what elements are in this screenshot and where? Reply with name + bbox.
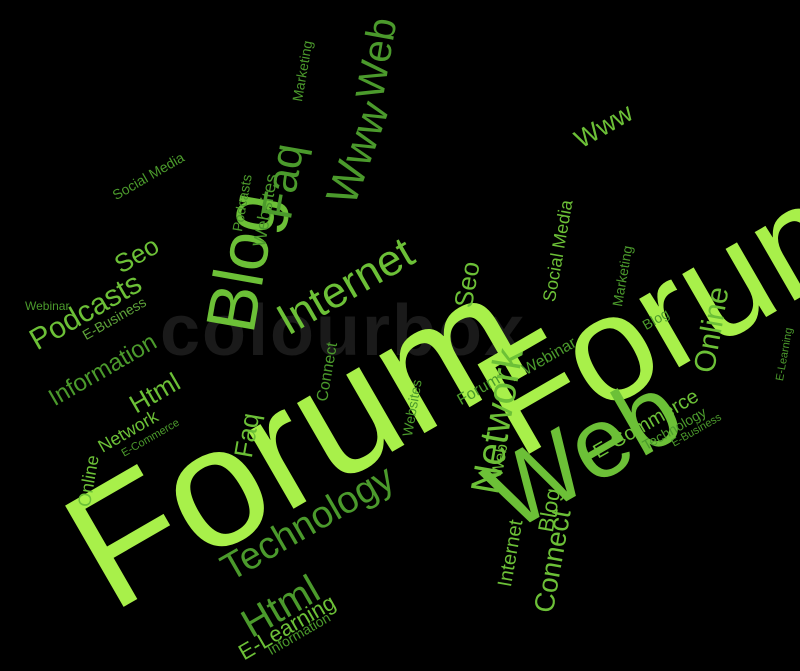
watermark-text: colourbox — [160, 291, 527, 371]
word-web: Web — [348, 14, 406, 103]
word-marketing: Marketing — [289, 39, 316, 103]
word-internet: Internet — [494, 518, 528, 589]
word-seo: Seo — [448, 259, 486, 310]
word-social-media: Social Media — [109, 149, 187, 203]
word-www: Www — [569, 97, 638, 155]
word-seo: Seo — [109, 230, 165, 280]
word-webinar: Webinar — [25, 299, 70, 313]
word-www: Www — [317, 95, 400, 211]
word-faq: Faq — [228, 410, 266, 460]
